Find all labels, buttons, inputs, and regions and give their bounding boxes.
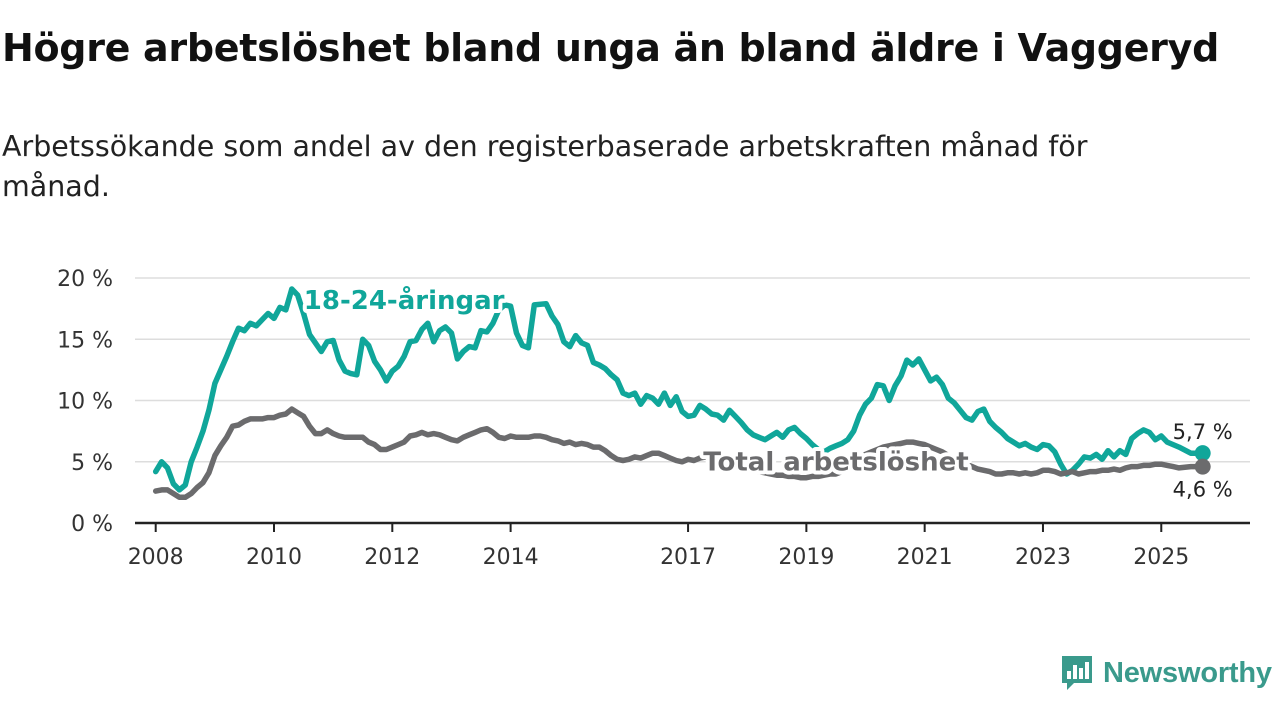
- y-tick-label: 15 %: [57, 328, 113, 353]
- x-tick-label: 2017: [660, 545, 716, 570]
- x-tick-label: 2008: [128, 545, 184, 570]
- series-end-point-total: [1194, 458, 1211, 475]
- series-label-youth: 18-24-åringar: [304, 284, 505, 316]
- newsworthy-logo: Newsworthy: [1059, 653, 1272, 693]
- x-tick-label: 2014: [483, 545, 539, 570]
- series-line-total: [152, 406, 1206, 501]
- end-value-label-total: 4,6 %: [1173, 478, 1233, 502]
- x-tick-label: 2019: [778, 545, 834, 570]
- newsworthy-logo-text: Newsworthy: [1103, 656, 1272, 689]
- y-tick-label: 0 %: [71, 512, 113, 537]
- series-label-total: Total arbetslöshet: [703, 448, 968, 478]
- x-tick-label: 2012: [364, 545, 420, 570]
- page-subtitle: Arbetssökande som andel av den registerb…: [2, 130, 1088, 203]
- x-tick-label: 2023: [1015, 545, 1071, 570]
- y-tick-label: 5 %: [71, 451, 113, 476]
- x-tick-label: 2021: [897, 545, 953, 570]
- end-value-label-youth: 5,7 %: [1173, 420, 1233, 444]
- y-tick-label: 10 %: [57, 390, 113, 415]
- newsworthy-logo-icon: [1062, 656, 1092, 690]
- series: [152, 286, 1211, 501]
- page-title: Högre arbetslöshet bland unga än bland ä…: [2, 26, 1219, 70]
- series-end-point-youth: [1194, 445, 1211, 462]
- x-tick-label: 2010: [246, 545, 302, 570]
- x-tick-label: 2025: [1133, 545, 1189, 570]
- axes: 0 % 5 % 10 % 15 % 20 % 2008 2010 2012 2014 2017 20…: [57, 267, 1250, 570]
- series-line-youth: [152, 286, 1206, 493]
- labels: 18-24-åringar Total arbetslöshet 5,7 % 4,6 …: [300, 280, 1233, 502]
- grid: [135, 277, 1250, 463]
- y-tick-label: 20 %: [57, 267, 113, 292]
